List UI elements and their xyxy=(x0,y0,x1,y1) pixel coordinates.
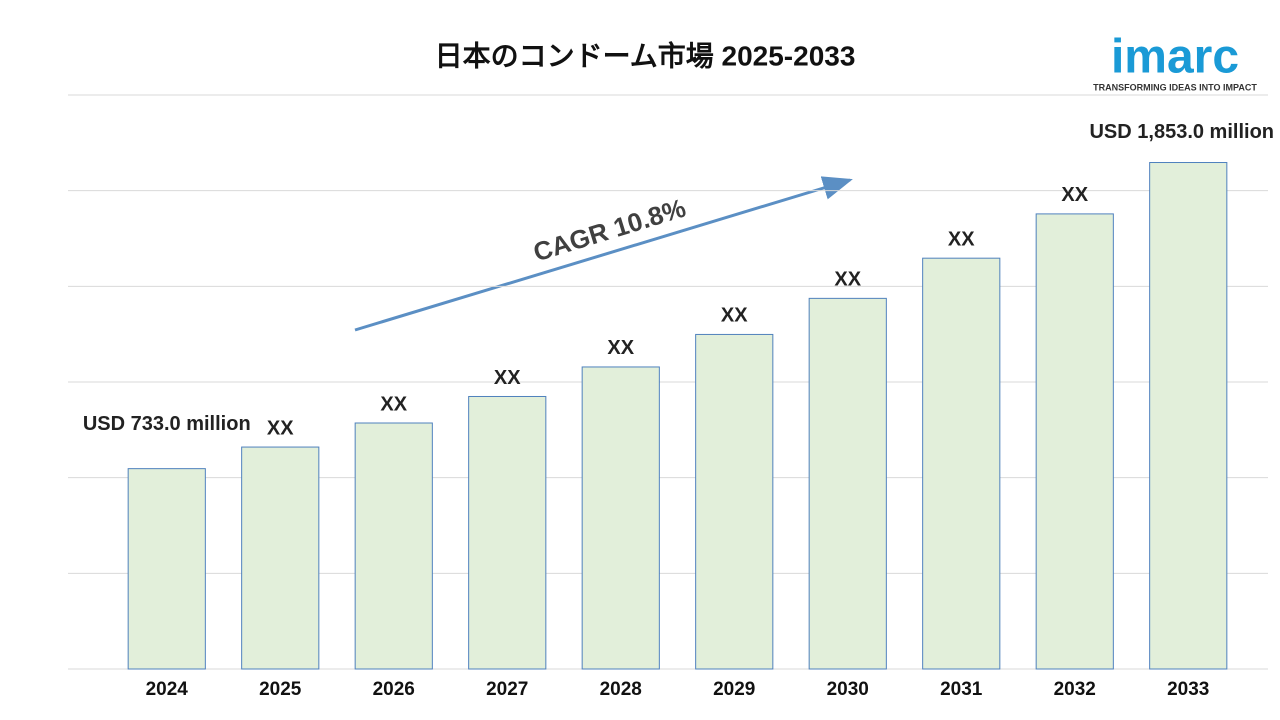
data-label: XX xyxy=(494,367,521,389)
bar xyxy=(808,297,887,670)
x-tick-label: 2028 xyxy=(600,679,642,700)
x-tick-label: 2027 xyxy=(486,679,528,700)
data-label: USD 733.0 million xyxy=(83,413,251,435)
data-label: USD 1,853.0 million xyxy=(1089,121,1274,143)
x-tick-label: 2025 xyxy=(259,679,302,700)
x-tick-label: 2029 xyxy=(713,679,755,700)
bar xyxy=(241,446,320,670)
chart-title: 日本のコンドーム市場 2025-2033 xyxy=(435,39,856,71)
bar xyxy=(468,395,547,670)
data-label: XX xyxy=(721,305,748,327)
x-tick-label: 2032 xyxy=(1054,679,1096,700)
x-tick-label: 2026 xyxy=(373,679,415,700)
data-label: XX xyxy=(1061,184,1088,206)
bar xyxy=(581,366,660,670)
data-label: XX xyxy=(380,393,407,415)
bar xyxy=(1035,213,1114,670)
x-tick-label: 2024 xyxy=(146,679,189,700)
cagr-label: CAGR 10.8% xyxy=(530,193,689,268)
cagr-arrow xyxy=(354,176,853,332)
data-label: XX xyxy=(267,417,294,439)
data-label: XX xyxy=(948,228,975,250)
bar xyxy=(354,422,433,670)
bar xyxy=(1149,162,1228,670)
bar xyxy=(922,257,1001,670)
bar xyxy=(695,333,774,670)
bar xyxy=(127,468,206,670)
x-tick-label: 2033 xyxy=(1167,679,1209,700)
data-label: XX xyxy=(834,269,861,291)
x-tick-label: 2031 xyxy=(940,679,983,700)
x-tick-label: 2030 xyxy=(827,679,869,700)
logo-name: imarc xyxy=(1111,31,1239,84)
data-label: XX xyxy=(607,337,634,359)
logo-tagline: TRANSFORMING IDEAS INTO IMPACT xyxy=(1093,82,1257,92)
